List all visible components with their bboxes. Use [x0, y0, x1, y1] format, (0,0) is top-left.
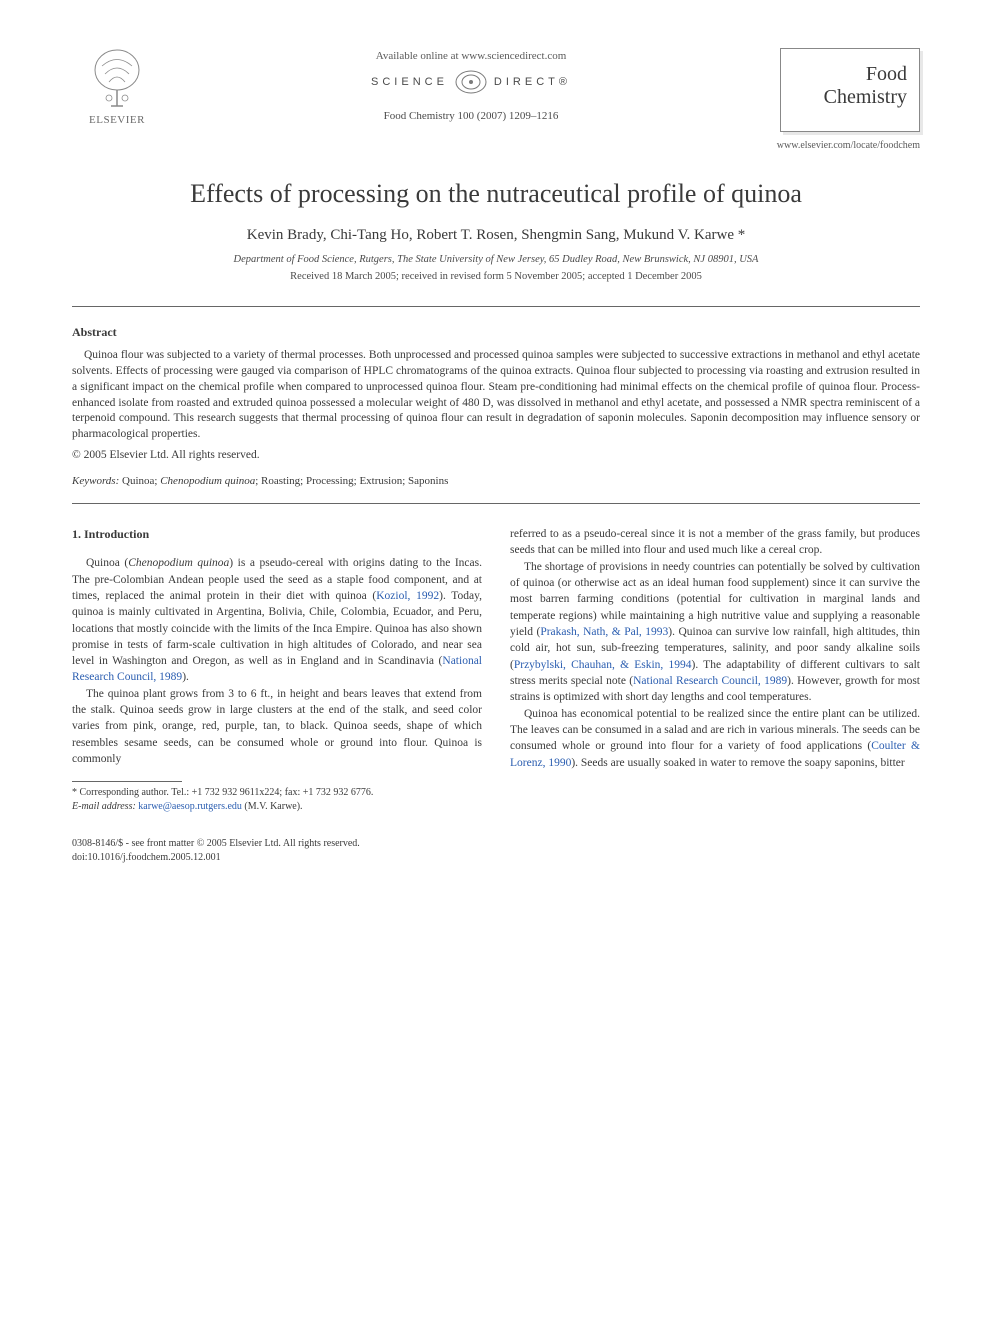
- sd-left-text: SCIENCE: [371, 76, 448, 88]
- right-para-2: The shortage of provisions in needy coun…: [510, 559, 920, 706]
- right-column: referred to as a pseudo-cereal since it …: [510, 526, 920, 813]
- p1a: Quinoa (: [86, 557, 128, 569]
- footnote-line1: * Corresponding author. Tel.: +1 732 932…: [72, 786, 482, 800]
- journal-name-line2: Chemistry: [793, 86, 907, 109]
- page-header: ELSEVIER Available online at www.science…: [72, 48, 920, 132]
- left-para-1: Quinoa (Chenopodium quinoa) is a pseudo-…: [72, 555, 482, 686]
- journal-box-wrap: Food Chemistry: [780, 48, 920, 132]
- article-title: Effects of processing on the nutraceutic…: [72, 179, 920, 209]
- sd-swirl-icon: [454, 68, 488, 96]
- sciencedirect-logo: SCIENCE DIRECT®: [371, 68, 571, 96]
- email-tail: (M.V. Karwe).: [242, 801, 303, 812]
- left-para-2: The quinoa plant grows from 3 to 6 ft., …: [72, 686, 482, 768]
- keywords-line: Keywords: Quinoa; Chenopodium quinoa; Ro…: [72, 475, 920, 487]
- rule-top: [72, 306, 920, 307]
- right-para-1: referred to as a pseudo-cereal since it …: [510, 526, 920, 559]
- keywords-text-1: Quinoa;: [119, 475, 160, 487]
- right-para-3: Quinoa has economical potential to be re…: [510, 706, 920, 771]
- affiliation: Department of Food Science, Rutgers, The…: [72, 254, 920, 265]
- footer-doi: doi:10.1016/j.foodchem.2005.12.001: [72, 851, 920, 865]
- abstract-copyright: © 2005 Elsevier Ltd. All rights reserved…: [72, 449, 920, 461]
- publisher-label: ELSEVIER: [89, 114, 145, 126]
- publisher-logo-block: ELSEVIER: [72, 48, 162, 126]
- journal-reference: Food Chemistry 100 (2007) 1209–1216: [384, 110, 559, 122]
- cite-prakash[interactable]: Prakash, Nath, & Pal, 1993: [540, 626, 668, 638]
- body-columns: 1. Introduction Quinoa (Chenopodium quin…: [72, 526, 920, 813]
- keywords-text-2: ; Roasting; Processing; Extrusion; Sapon…: [255, 475, 448, 487]
- p1d: ).: [182, 671, 189, 683]
- left-column: 1. Introduction Quinoa (Chenopodium quin…: [72, 526, 482, 813]
- cite-koziol[interactable]: Koziol, 1992: [376, 590, 439, 602]
- locate-url: www.elsevier.com/locate/foodchem: [72, 140, 920, 151]
- keywords-label: Keywords:: [72, 475, 119, 487]
- abstract-body: Quinoa flour was subjected to a variety …: [72, 348, 920, 443]
- footer-line1: 0308-8146/$ - see front matter © 2005 El…: [72, 837, 920, 851]
- p3b: ). Seeds are usually soaked in water to …: [571, 757, 904, 769]
- footnote-separator: [72, 781, 182, 782]
- journal-title-box: Food Chemistry: [780, 48, 920, 132]
- rule-bottom: [72, 503, 920, 504]
- cite-nrc-1989b[interactable]: National Research Council, 1989: [633, 675, 787, 687]
- intro-heading: 1. Introduction: [72, 526, 482, 543]
- sd-right-text: DIRECT®: [494, 76, 571, 88]
- journal-name-line1: Food: [793, 63, 907, 86]
- keywords-species: Chenopodium quinoa: [160, 475, 255, 487]
- author-list: Kevin Brady, Chi-Tang Ho, Robert T. Rose…: [72, 227, 920, 244]
- page-footer: 0308-8146/$ - see front matter © 2005 El…: [72, 837, 920, 864]
- cite-przybylski[interactable]: Przybylski, Chauhan, & Eskin, 1994: [514, 659, 692, 671]
- email-address[interactable]: karwe@aesop.rutgers.edu: [138, 801, 242, 812]
- corresponding-author-footnote: * Corresponding author. Tel.: +1 732 932…: [72, 786, 482, 813]
- email-label: E-mail address:: [72, 801, 136, 812]
- article-dates: Received 18 March 2005; received in revi…: [72, 271, 920, 282]
- p1-species: Chenopodium quinoa: [128, 557, 229, 569]
- abstract-heading: Abstract: [72, 325, 920, 340]
- available-online-line: Available online at www.sciencedirect.co…: [376, 50, 567, 62]
- center-header: Available online at www.sciencedirect.co…: [162, 48, 780, 122]
- elsevier-tree-icon: [87, 48, 147, 112]
- footnote-email-line: E-mail address: karwe@aesop.rutgers.edu …: [72, 800, 482, 814]
- p3a: Quinoa has economical potential to be re…: [510, 708, 920, 753]
